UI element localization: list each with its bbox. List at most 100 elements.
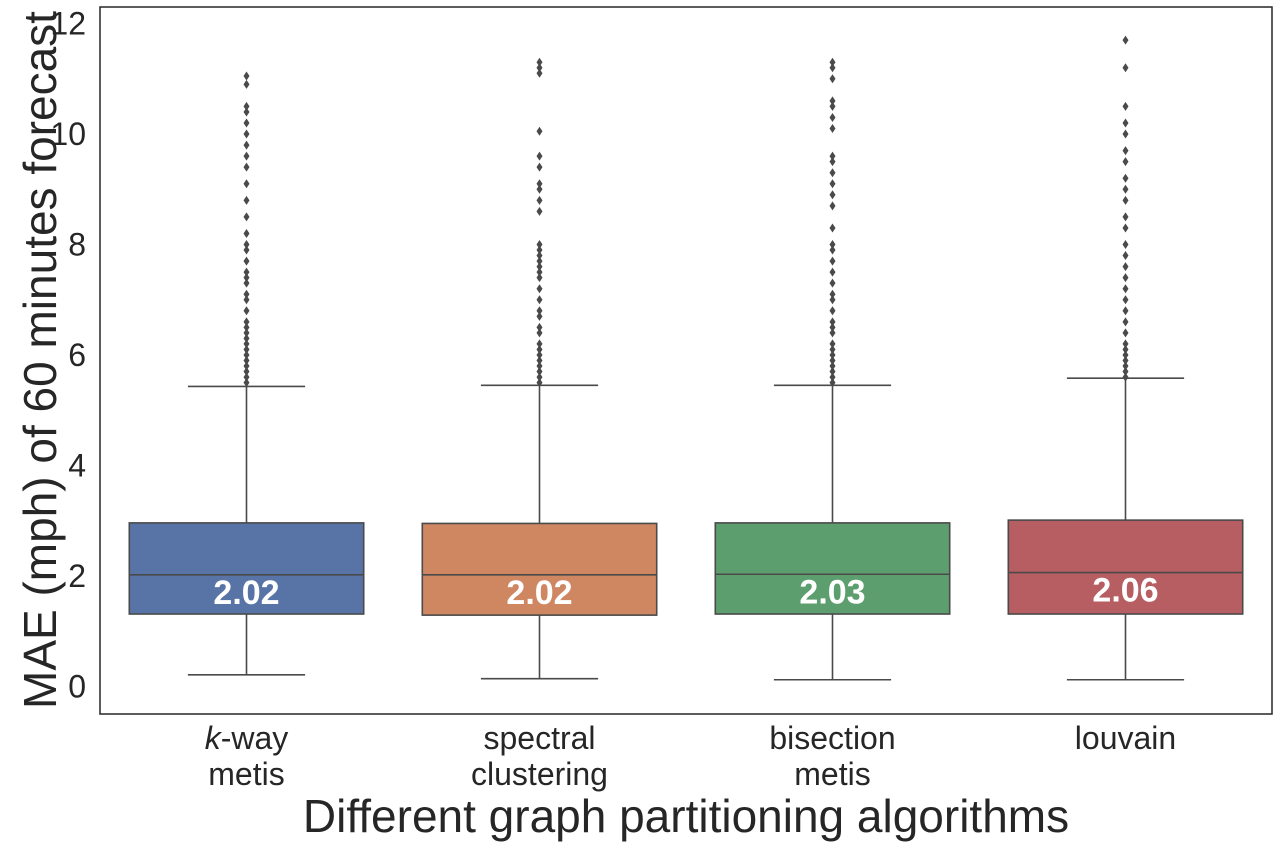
- box-group: 2.06: [1007, 35, 1244, 681]
- outlier-point: [829, 157, 836, 167]
- outlier-point: [829, 306, 836, 316]
- outlier-point: [243, 295, 250, 305]
- outlier-point: [829, 344, 836, 354]
- median-value-label: 2.02: [506, 574, 572, 612]
- outlier-point: [1122, 184, 1129, 194]
- x-axis-ticks: k-way metis spectral clustering bisection met…: [205, 720, 1176, 792]
- outlier-point: [1122, 35, 1129, 45]
- outlier-point: [1122, 356, 1129, 365]
- median-value-label: 2.06: [1092, 572, 1158, 610]
- y-tick-label: 0: [68, 668, 86, 704]
- outlier-point: [829, 378, 836, 388]
- y-tick-label: 10: [50, 116, 86, 152]
- outlier-point: [829, 245, 836, 255]
- outlier-point: [536, 372, 543, 382]
- outlier-point: [1122, 273, 1129, 283]
- outlier-point: [536, 306, 543, 316]
- outlier-point: [243, 162, 250, 172]
- outlier-point: [829, 96, 836, 106]
- outlier-point: [536, 361, 543, 371]
- y-axis-ticks: 0 2 4 6 8 10 12: [50, 6, 86, 705]
- outlier-point: [1122, 367, 1129, 377]
- outlier-point: [243, 322, 250, 332]
- box-iqr: [128, 522, 365, 615]
- outlier-point: [243, 317, 250, 327]
- outlier-point: [829, 339, 836, 349]
- plot-frame: [99, 6, 1273, 715]
- y-tick-label: 2: [68, 558, 86, 594]
- outlier-point: [243, 267, 250, 277]
- outlier-point: [1122, 101, 1129, 111]
- outlier-point: [243, 240, 250, 250]
- outlier-point: [829, 201, 836, 211]
- outlier-point: [536, 251, 543, 261]
- outlier-point: [243, 378, 250, 388]
- outlier-point: [243, 350, 250, 360]
- outlier-point: [829, 295, 836, 305]
- outlier-point: [536, 162, 543, 172]
- outlier-point: [536, 311, 543, 321]
- outlier-point: [829, 74, 836, 84]
- outlier-point: [243, 140, 250, 150]
- outlier-point: [243, 344, 250, 354]
- outlier-point: [829, 240, 836, 250]
- y-tick-label: 6: [68, 337, 86, 373]
- outlier-point: [829, 367, 836, 377]
- outlier-point: [243, 306, 250, 316]
- outlier-point: [243, 129, 250, 139]
- outlier-point: [829, 256, 836, 266]
- outlier-point: [1122, 339, 1129, 349]
- outlier-point: [243, 79, 250, 89]
- box-iqr: [1007, 519, 1244, 615]
- outlier-point: [243, 328, 250, 338]
- outlier-point: [536, 356, 543, 365]
- x-tick-label: spectral clustering: [471, 720, 608, 792]
- outlier-point: [536, 273, 543, 283]
- y-tick-label: 4: [68, 447, 86, 483]
- x-axis-title: Different graph partitioning algorithms: [303, 790, 1069, 842]
- outlier-point: [1122, 212, 1129, 222]
- outlier-point: [536, 267, 543, 277]
- y-tick-label: 8: [68, 227, 86, 263]
- outlier-point: [243, 151, 250, 161]
- outlier-point: [1122, 262, 1129, 272]
- outlier-point: [1122, 195, 1129, 205]
- outlier-point: [243, 71, 250, 81]
- outlier-point: [829, 57, 836, 67]
- outlier-point: [829, 151, 836, 161]
- outlier-point: [536, 126, 543, 136]
- outlier-point: [829, 124, 836, 134]
- outlier-point: [1122, 344, 1129, 354]
- outlier-point: [536, 367, 543, 377]
- outlier-point: [829, 223, 836, 233]
- outlier-point: [1122, 118, 1129, 128]
- x-tick-label: louvain: [1075, 720, 1176, 756]
- outlier-point: [243, 256, 250, 266]
- outlier-point: [829, 179, 836, 189]
- y-axis-title: MAE (mph) of 60 minutes forecast: [14, 11, 66, 709]
- outlier-point: [536, 184, 543, 194]
- x-tick-label: k-way metis: [205, 720, 289, 792]
- outlier-point: [829, 317, 836, 327]
- outlier-point: [1122, 295, 1129, 305]
- outlier-point: [243, 228, 250, 238]
- outlier-point: [829, 361, 836, 371]
- outlier-point: [243, 179, 250, 189]
- outlier-point: [243, 212, 250, 222]
- outlier-point: [243, 333, 250, 343]
- outlier-point: [243, 361, 250, 371]
- outlier-point: [1122, 372, 1129, 382]
- outlier-point: [1122, 173, 1129, 183]
- outlier-point: [536, 57, 543, 67]
- outlier-point: [536, 179, 543, 189]
- outlier-point: [829, 289, 836, 299]
- outlier-point: [536, 63, 543, 73]
- outlier-point: [536, 240, 543, 250]
- outlier-point: [829, 190, 836, 200]
- outlier-point: [1122, 284, 1129, 294]
- outlier-point: [829, 350, 836, 360]
- median-value-label: 2.03: [799, 573, 865, 611]
- boxes-layer: 2.02 2.02 2.03 2.06: [128, 35, 1244, 681]
- outlier-point: [536, 195, 543, 205]
- outlier-point: [1122, 63, 1129, 73]
